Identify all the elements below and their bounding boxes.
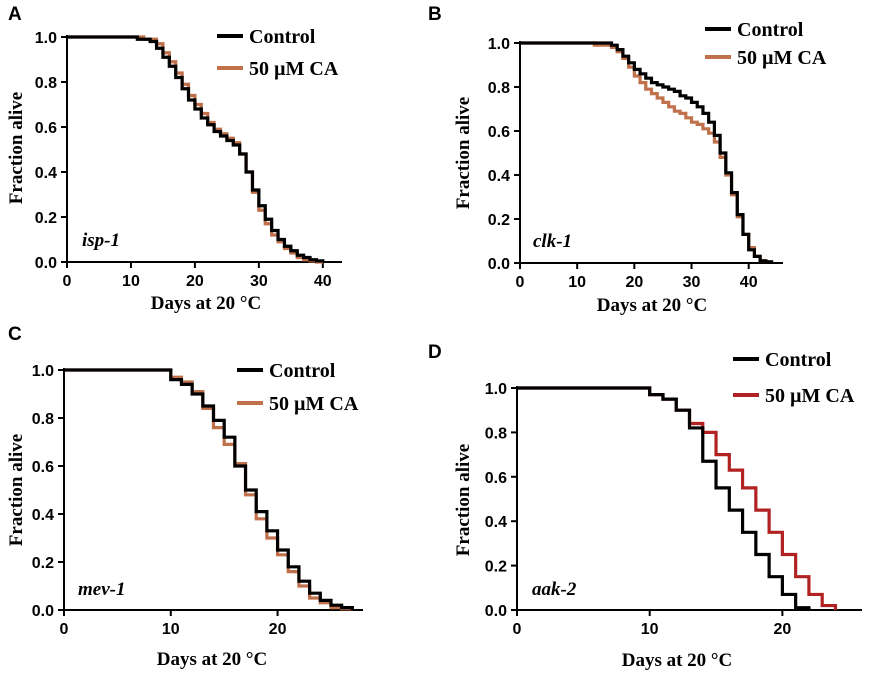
panel-c-y-tick-label: 1.0 xyxy=(32,363,54,380)
panel-a-legend-label-ca: 50 µM CA xyxy=(249,58,339,80)
panel-c-letter: C xyxy=(8,324,22,345)
panel-b-legend-label-control: Control xyxy=(737,19,804,41)
panel-a-y-tick-label: 0.0 xyxy=(35,255,57,272)
panel-a-x-tick-label: 40 xyxy=(314,273,332,290)
panel-b-gene-label: clk-1 xyxy=(533,231,572,252)
panel-b-y-tick-label: 0.0 xyxy=(488,256,510,273)
panel-b-legend-label-ca: 50 µM CA xyxy=(737,47,827,69)
panel-d-series-control-line xyxy=(517,386,811,610)
panel-c-y-tick-label: 0.6 xyxy=(32,459,54,476)
panel-c-series-control-line xyxy=(64,368,354,610)
panel-b-series-control-line xyxy=(520,41,774,264)
panel-b-letter: B xyxy=(428,4,442,25)
panel-c-legend-label-control: Control xyxy=(269,360,336,382)
panel-d-series-ca-line xyxy=(517,386,838,610)
panel-c-y-tick-label: 0.2 xyxy=(32,555,54,572)
panel-d-x-tick-label: 20 xyxy=(773,621,791,638)
panel-d-y-tick-label: 0.4 xyxy=(485,514,507,531)
panel-c-x-tick-label: 0 xyxy=(60,621,69,638)
panel-a-letter: A xyxy=(8,4,22,25)
panel-a-y-tick-label: 0.6 xyxy=(35,120,57,137)
panel-a-legend-label-control: Control xyxy=(249,26,316,48)
panel-d-y-tick-label: 0.8 xyxy=(485,425,507,442)
panel-d-letter: D xyxy=(428,342,442,363)
panel-d-x-axis-title: Days at 20 °C xyxy=(622,650,733,671)
panel-a-x-tick-label: 20 xyxy=(186,273,204,290)
panel-b-x-tick-label: 40 xyxy=(740,274,758,291)
panel-d-y-tick-label: 0.2 xyxy=(485,559,507,576)
panel-d-legend-label-control: Control xyxy=(765,349,832,371)
panel-a-x-tick-label: 30 xyxy=(250,273,268,290)
panel-c-y-tick-label: 0.8 xyxy=(32,411,54,428)
panel-b-x-tick-label: 30 xyxy=(683,274,701,291)
panel-a-x-axis-title: Days at 20 °C xyxy=(151,293,262,314)
panel-a-x-tick-label: 0 xyxy=(63,273,72,290)
panel-a-y-tick-label: 1.0 xyxy=(35,30,57,47)
panel-c-y-axis-title: Fraction alive xyxy=(6,434,27,546)
panel-d-x-tick-label: 0 xyxy=(513,621,522,638)
panel-b-x-tick-label: 0 xyxy=(516,274,525,291)
panel-a-y-tick-label: 0.4 xyxy=(35,165,57,182)
panel-d-x-tick-label: 10 xyxy=(641,621,659,638)
panel-a-y-tick-label: 0.2 xyxy=(35,210,57,227)
panel-c-gene-label: mev-1 xyxy=(78,579,125,600)
panel-c-x-tick-label: 10 xyxy=(162,621,180,638)
panel-b-y-tick-label: 0.4 xyxy=(488,168,510,185)
panel-d-y-tick-label: 0.6 xyxy=(485,470,507,487)
panel-a-x-tick-label: 10 xyxy=(122,273,140,290)
panel-c-legend-label-ca: 50 µM CA xyxy=(269,393,359,415)
panel-b-x-tick-label: 20 xyxy=(625,274,643,291)
panel-d-y-tick-label: 0.0 xyxy=(485,603,507,620)
panel-d-gene-label: aak-2 xyxy=(532,579,577,600)
panel-b-y-tick-label: 0.2 xyxy=(488,212,510,229)
panel-a-y-tick-label: 0.8 xyxy=(35,75,57,92)
panel-b-y-tick-label: 1.0 xyxy=(488,36,510,53)
panel-c-y-tick-label: 0.4 xyxy=(32,507,54,524)
panel-d-y-axis-title: Fraction alive xyxy=(453,444,474,556)
panel-a-y-axis-title: Fraction alive xyxy=(6,92,27,204)
panel-b-y-axis-title: Fraction alive xyxy=(453,97,474,209)
panel-b-y-tick-label: 0.8 xyxy=(488,80,510,97)
panel-a-series-control-line xyxy=(67,35,325,263)
panel-b-x-axis-title: Days at 20 °C xyxy=(597,295,708,316)
panel-c-x-tick-label: 20 xyxy=(269,621,287,638)
panel-b-x-tick-label: 10 xyxy=(568,274,586,291)
panel-d-legend-label-ca: 50 µM CA xyxy=(765,385,855,407)
panel-d-y-tick-label: 1.0 xyxy=(485,381,507,398)
panel-c-y-tick-label: 0.0 xyxy=(32,603,54,620)
panel-c-x-axis-title: Days at 20 °C xyxy=(157,649,268,670)
panel-a-gene-label: isp-1 xyxy=(82,230,120,251)
panel-b-y-tick-label: 0.6 xyxy=(488,124,510,141)
